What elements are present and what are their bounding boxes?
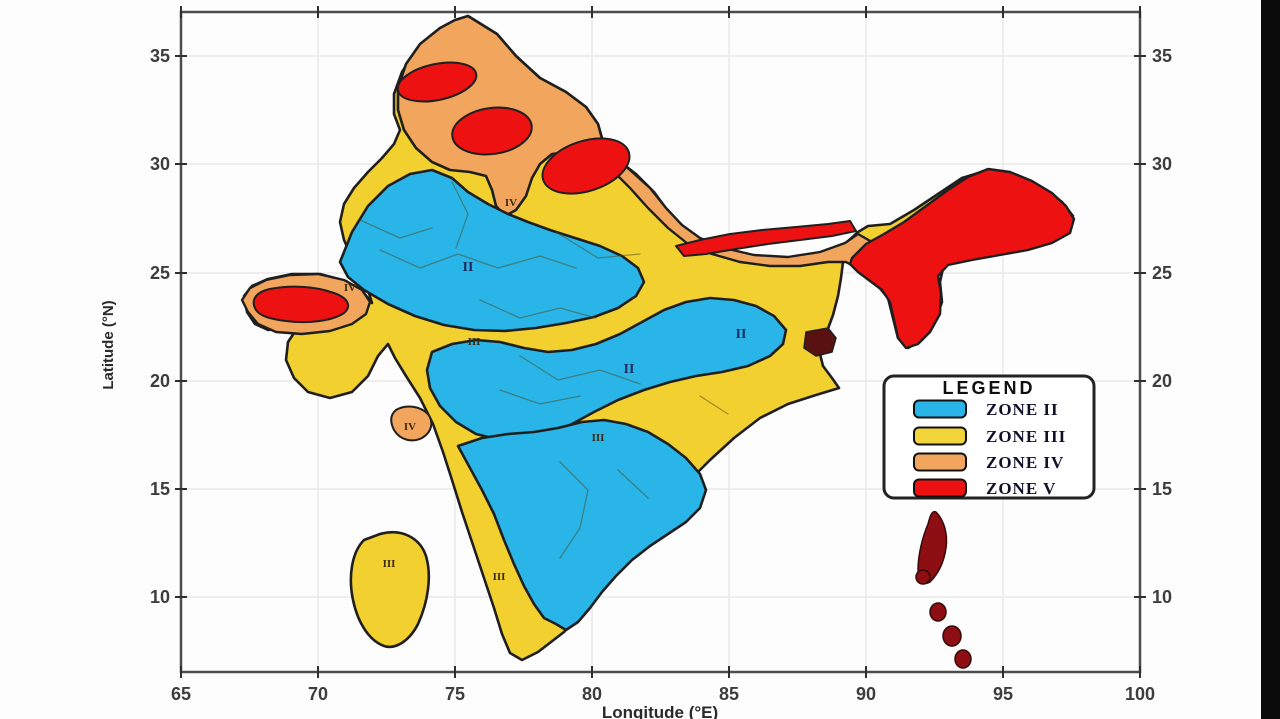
state-boundaries [359, 181, 729, 559]
right-edge-bar [1261, 0, 1280, 719]
kolkata-dark-patch [803, 327, 837, 357]
svg-text:70: 70 [308, 684, 328, 704]
svg-text:30: 30 [1152, 154, 1172, 174]
map-label-zone4-gujarat-coast: IV [404, 421, 416, 433]
gujarat-zone4-patch [390, 405, 433, 442]
map-label-zone4-kutch: IV [344, 282, 356, 294]
svg-text:80: 80 [582, 684, 602, 704]
legend-swatch-zone2 [913, 399, 967, 419]
island-zone3-region [349, 531, 431, 649]
svg-text:10: 10 [150, 587, 170, 607]
x-axis-title: Longitude (°E) [602, 703, 718, 719]
zone2-peninsula [456, 418, 708, 632]
kashmir-zone5-pocket-1 [396, 61, 478, 103]
legend-label-zone3: ZONE III [986, 427, 1066, 446]
plot-frame [179, 10, 1142, 674]
zone2-northwest [338, 168, 646, 333]
svg-text:90: 90 [856, 684, 876, 704]
himachal-zone5-pocket [451, 106, 533, 156]
legend-swatch-zone5 [913, 478, 967, 498]
legend-label-zone2: ZONE II [986, 400, 1059, 419]
svg-text:15: 15 [1152, 479, 1172, 499]
map-label-zone2-central: II [624, 362, 635, 377]
svg-text:25: 25 [1152, 263, 1172, 283]
legend-label-zone4: ZONE IV [986, 453, 1064, 472]
svg-text:30: 30 [150, 154, 170, 174]
map-label-zone2-northwest: II [463, 260, 474, 275]
y-axis-title: Latitude (°N) [100, 300, 117, 389]
andaman-nicobar-islands [915, 510, 972, 669]
map-label-zone3-deccan: III [592, 432, 605, 444]
legend-label-zone5: ZONE V [986, 479, 1056, 498]
map-label-zone3-west: III [468, 336, 481, 348]
svg-text:35: 35 [150, 46, 170, 66]
map-label-zone4-himachal: IV [505, 197, 517, 209]
svg-text:95: 95 [993, 684, 1013, 704]
tick-marks [175, 6, 1146, 678]
legend-swatch-zone4 [913, 452, 967, 472]
map-label-zone3-island: III [383, 558, 396, 570]
map-zone-labels: IV II III II II III IV IV III III [344, 197, 747, 583]
svg-text:20: 20 [150, 371, 170, 391]
legend-title: LEGEND [942, 378, 1035, 398]
svg-text:85: 85 [719, 684, 739, 704]
svg-text:25: 25 [150, 263, 170, 283]
map-label-zone3-southwest: III [493, 571, 506, 583]
x-axis-tick-labels: 65 70 75 80 85 90 95 100 [171, 684, 1155, 704]
uttarakhand-zone5-pocket [541, 137, 631, 195]
legend-swatch-zone3 [913, 426, 967, 446]
svg-text:10: 10 [1152, 587, 1172, 607]
svg-text:35: 35 [1152, 46, 1172, 66]
legend: LEGEND ZONE II ZONE III ZONE IV ZONE V [882, 374, 1096, 500]
y-axis-tick-labels-right: 35 30 25 20 15 10 [1152, 46, 1172, 607]
y-axis-tick-labels-left: 35 30 25 20 15 10 [150, 46, 170, 607]
svg-text:100: 100 [1125, 684, 1155, 704]
map-label-zone2-east: II [736, 327, 747, 342]
svg-text:20: 20 [1152, 371, 1172, 391]
svg-text:75: 75 [445, 684, 465, 704]
kutch-zone5-pocket [252, 285, 350, 324]
nepal-border-zone5-strip [675, 220, 857, 257]
svg-text:15: 15 [150, 479, 170, 499]
northeast-zone5-region [848, 167, 1076, 350]
svg-text:65: 65 [171, 684, 191, 704]
